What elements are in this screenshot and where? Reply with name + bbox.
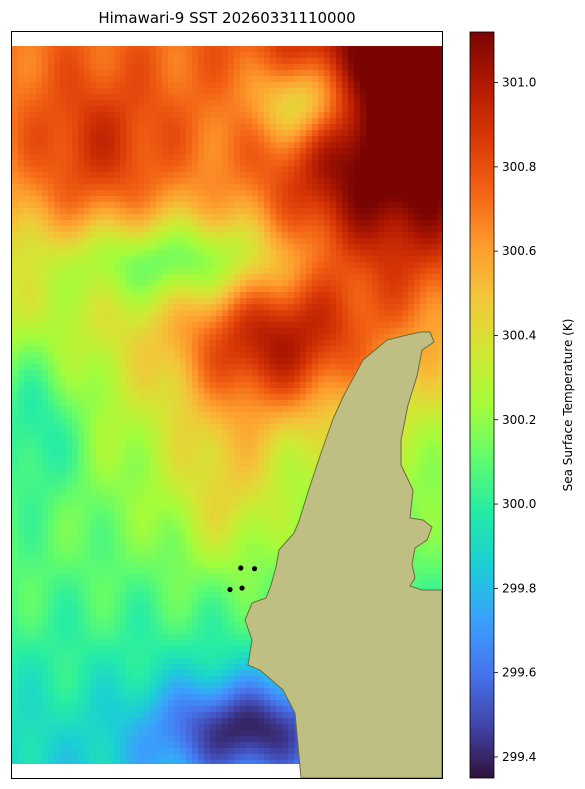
map-frame	[11, 31, 443, 779]
colorbar-tick-label: 301.0	[502, 76, 536, 90]
station-marker	[238, 565, 244, 571]
colorbar-tick-label: 299.4	[502, 750, 536, 764]
colorbar-tick-label: 299.6	[502, 666, 536, 680]
colorbar-tick-label: 300.0	[502, 497, 536, 511]
colorbar-tick-label: 300.2	[502, 413, 536, 427]
land-mass	[244, 331, 443, 779]
station-marker	[227, 586, 233, 593]
sst-field	[12, 46, 442, 764]
colorbar-tick-label: 300.8	[502, 160, 536, 174]
colorbar-tick-label: 300.6	[502, 244, 536, 258]
colorbar-gradient	[470, 32, 494, 778]
colorbar-tick-label: 299.8	[502, 581, 536, 595]
colorbar-label: Sea Surface Temperature (K)	[561, 319, 575, 492]
sst-map	[11, 31, 443, 779]
station-marker	[239, 585, 245, 591]
colorbar: 299.4 299.6 299.8 300.0 300.2 300.4 300.6 300.8…	[469, 31, 575, 779]
figure-title: Himawari-9 SST 20260331110000	[98, 9, 355, 27]
colorbar-frame	[469, 31, 495, 779]
station-marker	[251, 566, 258, 572]
colorbar-tick-label: 300.4	[502, 328, 536, 342]
